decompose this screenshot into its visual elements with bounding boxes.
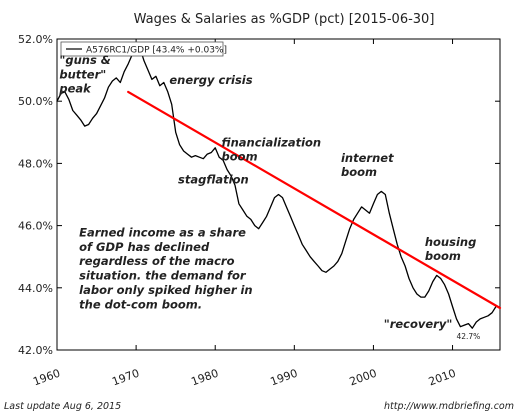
annotation-line: boom [341, 165, 377, 179]
annotation-line: butter" [59, 67, 106, 81]
annotation-line: peak [58, 82, 92, 96]
annotation-line: labor only spiked higher in [79, 283, 252, 297]
x-tick-label: 2010 [427, 367, 458, 389]
annotation-line: boom [222, 150, 258, 164]
x-tick-label: 1970 [110, 367, 141, 389]
footer-source-url: http://www.mdbriefing.com [384, 401, 514, 412]
plot-frame [56, 38, 501, 351]
annotation: housing boom [425, 235, 476, 263]
x-tick-label: 1990 [269, 367, 300, 389]
x-tick-label: 1960 [31, 367, 62, 389]
annotation-line: of GDP has declined [79, 240, 210, 254]
footer-last-update: Last update Aug 6, 2015 [4, 401, 121, 412]
legend-label: A576RC1/GDP [43.4% +0.03%] [86, 46, 227, 56]
trend-line [127, 90, 502, 310]
annotation-line: situation. the demand for [79, 269, 247, 283]
min-value-label: 42.7% [456, 332, 480, 341]
annotation-line: financialization [222, 135, 322, 149]
annotation: energy crisis [169, 73, 252, 87]
annotation-line: internet [341, 151, 394, 165]
annotation-line: stagflation [178, 173, 249, 187]
y-tick-label: 52.0% [18, 33, 53, 46]
y-tick-label: 50.0% [18, 95, 53, 108]
y-tick-label: 44.0% [18, 282, 53, 295]
annotation: Earned income as a share of GDP has decli… [79, 225, 252, 311]
annotation-line: energy crisis [169, 73, 252, 87]
x-tick-label: 1980 [189, 367, 220, 389]
annotation: financialization boom [222, 135, 322, 163]
annotation-line: "guns & [59, 53, 110, 67]
annotation: "guns & butter" peak [58, 53, 110, 96]
annotation-line: the dot-com boom. [79, 297, 202, 311]
series-line-wages [56, 41, 497, 329]
y-tick-label: 42.0% [18, 344, 53, 357]
annotation: stagflation [178, 173, 249, 187]
annotation-line: Earned income as a share [79, 225, 246, 239]
y-tick-label: 48.0% [18, 157, 53, 170]
x-tick-label: 2000 [348, 367, 379, 389]
annotation-line: boom [425, 249, 461, 263]
y-tick-label: 46.0% [18, 220, 53, 233]
annotation-line: housing [425, 235, 476, 249]
annotation-line: regardless of the macro [79, 254, 234, 268]
chart-title: Wages & Salaries as %GDP (pct) [2015-06-… [134, 12, 435, 27]
annotation: "recovery" [384, 317, 453, 331]
annotation-line: "recovery" [384, 317, 453, 331]
legend-box [60, 41, 224, 57]
annotation: internet boom [341, 151, 394, 179]
